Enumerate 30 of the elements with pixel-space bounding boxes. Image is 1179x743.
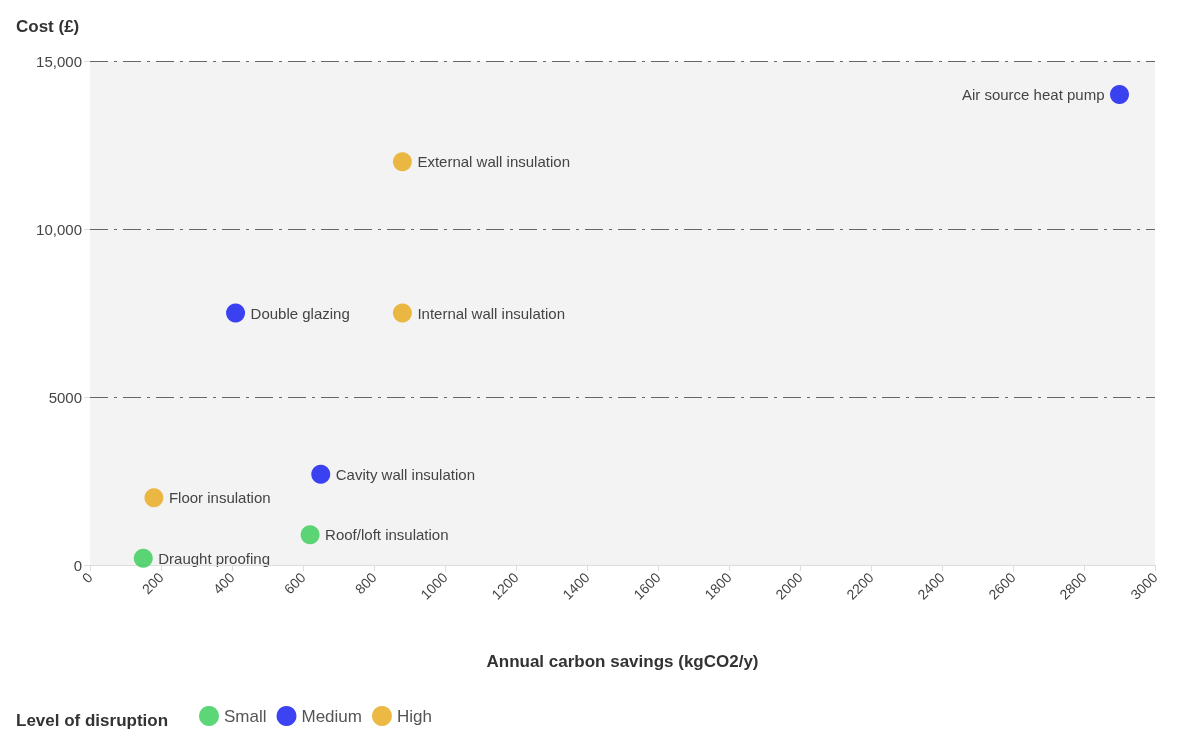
legend-label: Medium xyxy=(301,706,362,726)
annotation: Internal wall insulation xyxy=(417,304,565,322)
y-tick-label: 15,000 xyxy=(36,52,82,70)
point xyxy=(1110,85,1129,105)
annotation: External wall insulation xyxy=(417,153,570,171)
annotation: Double glazing xyxy=(250,304,350,322)
annotation: Air source heat pump xyxy=(961,86,1105,104)
x-tick-label: 800 xyxy=(351,569,380,598)
point xyxy=(144,488,164,508)
x-tick-label: 400 xyxy=(209,569,238,598)
y-tick-label: 0 xyxy=(73,556,82,574)
point xyxy=(392,152,412,172)
legend-label: High xyxy=(396,706,432,726)
point xyxy=(392,303,412,323)
point xyxy=(226,303,246,323)
x-tick-label: 600 xyxy=(280,569,309,598)
annotation: Draught proofing xyxy=(158,549,270,567)
annotation: Roof/loft insulation xyxy=(325,526,449,544)
y-tick-label: 10,000 xyxy=(36,220,82,238)
annotation: Floor insulation xyxy=(168,489,271,507)
point xyxy=(133,548,153,568)
y-axis-title: Cost (£) xyxy=(16,17,80,36)
x-tick-label: 200 xyxy=(138,569,167,598)
point xyxy=(311,464,331,484)
annotation: Cavity wall insulation xyxy=(335,465,475,483)
x-axis-title: Annual carbon savings (kgCO2/y) xyxy=(486,652,759,671)
y-tick-label: 5000 xyxy=(48,388,82,406)
point xyxy=(300,525,320,545)
legend-label: Small xyxy=(224,706,267,726)
legend-title: Level of disruption xyxy=(16,711,169,730)
